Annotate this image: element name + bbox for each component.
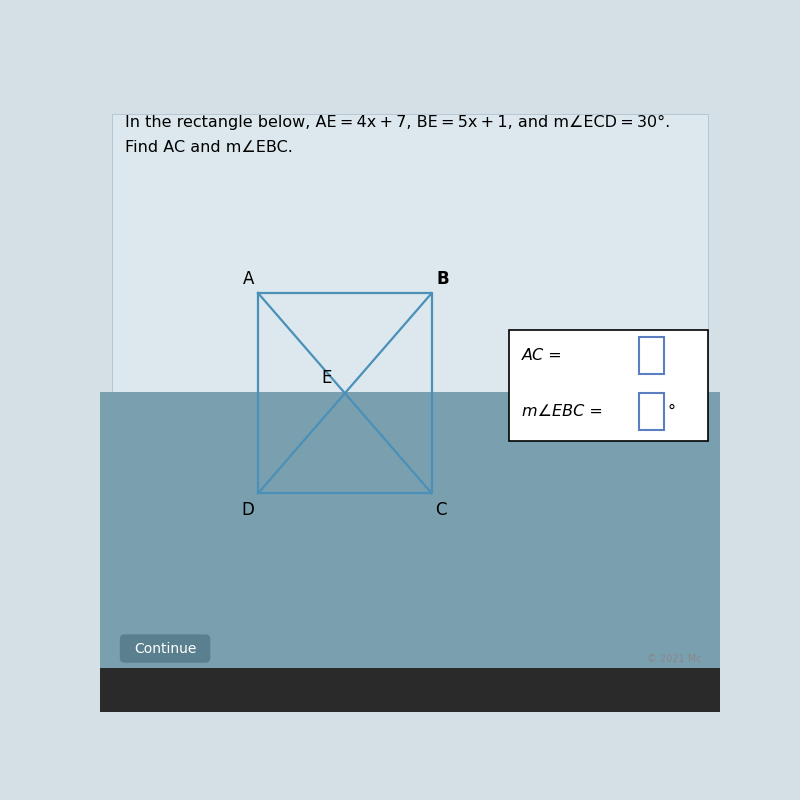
FancyBboxPatch shape (112, 114, 708, 641)
Text: °: ° (667, 404, 675, 419)
FancyBboxPatch shape (639, 393, 664, 430)
Text: Continue: Continue (134, 642, 196, 655)
FancyBboxPatch shape (510, 330, 708, 441)
Bar (100, 392, 720, 712)
Bar (100, 392, 720, 668)
FancyBboxPatch shape (639, 338, 664, 374)
Text: © 2021 Mc: © 2021 Mc (646, 654, 702, 664)
Text: D: D (241, 502, 254, 519)
FancyBboxPatch shape (120, 634, 210, 662)
Text: AC =: AC = (522, 349, 562, 363)
Text: C: C (435, 502, 446, 519)
Text: Find AC and m∠EBC.: Find AC and m∠EBC. (125, 139, 293, 154)
Text: A: A (242, 270, 254, 288)
Text: E: E (322, 370, 332, 387)
Text: B: B (436, 270, 449, 288)
Text: m∠EBC =: m∠EBC = (522, 404, 602, 419)
Bar (100, 96, 720, 392)
Text: In the rectangle below, AE = 4x + 7, BE = 5x + 1, and m∠ECD = 30°.: In the rectangle below, AE = 4x + 7, BE … (125, 115, 670, 130)
